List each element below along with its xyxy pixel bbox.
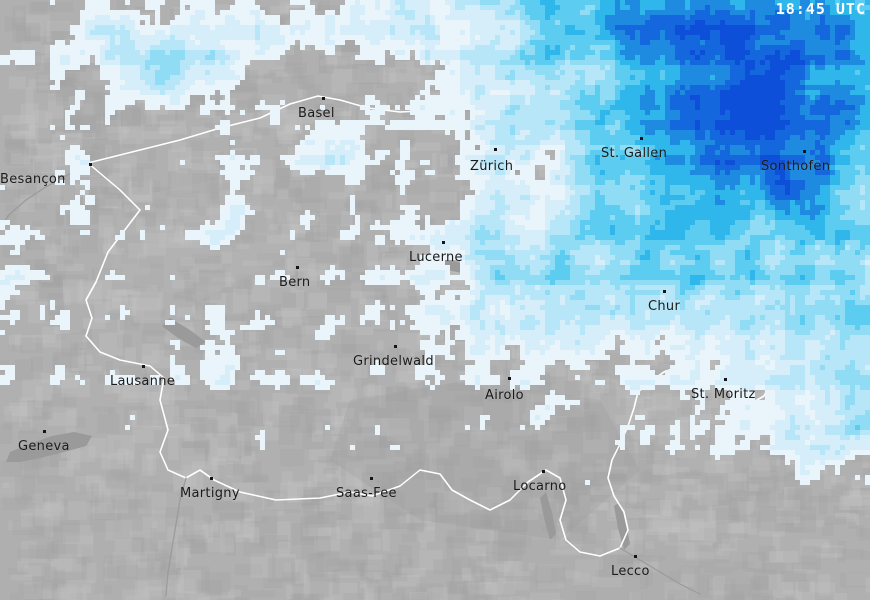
- city-marker-dot: [370, 477, 373, 480]
- city-marker-dot: [296, 266, 299, 269]
- city-label: Geneva: [18, 439, 70, 454]
- timestamp-label: 18:45 UTC: [775, 0, 866, 18]
- city-marker-dot: [210, 477, 213, 480]
- city-marker-dot: [634, 555, 637, 558]
- city-label: Bern: [279, 275, 311, 290]
- city-marker-dot: [394, 345, 397, 348]
- city-marker-dot: [542, 470, 545, 473]
- city-marker-dot: [494, 148, 497, 151]
- city-label: Sonthofen: [761, 159, 831, 174]
- city-label: Basel: [298, 106, 335, 121]
- city-label: Lecco: [611, 564, 650, 579]
- city-label: St. Gallen: [601, 146, 668, 161]
- city-marker-dot: [803, 150, 806, 153]
- city-label: Locarno: [513, 479, 567, 494]
- city-label: Zürich: [470, 159, 514, 174]
- city-marker-dot: [142, 365, 145, 368]
- city-marker-dot: [508, 377, 511, 380]
- city-label: Saas-Fee: [336, 486, 397, 501]
- city-label: Chur: [648, 299, 681, 314]
- city-marker-dot: [43, 430, 46, 433]
- city-marker-dot: [322, 97, 325, 100]
- city-label: St. Moritz: [691, 387, 756, 402]
- city-marker-dot: [724, 378, 727, 381]
- city-label: Grindelwald: [353, 354, 434, 369]
- city-marker-dot: [640, 137, 643, 140]
- city-marker-dot: [442, 241, 445, 244]
- city-label: Lucerne: [409, 250, 463, 265]
- city-marker-dot: [89, 163, 92, 166]
- city-label: Airolo: [485, 388, 524, 403]
- city-marker-dot: [663, 290, 666, 293]
- city-label: Besançon: [0, 172, 66, 187]
- city-label: Martigny: [180, 486, 240, 501]
- city-label: Lausanne: [110, 374, 176, 389]
